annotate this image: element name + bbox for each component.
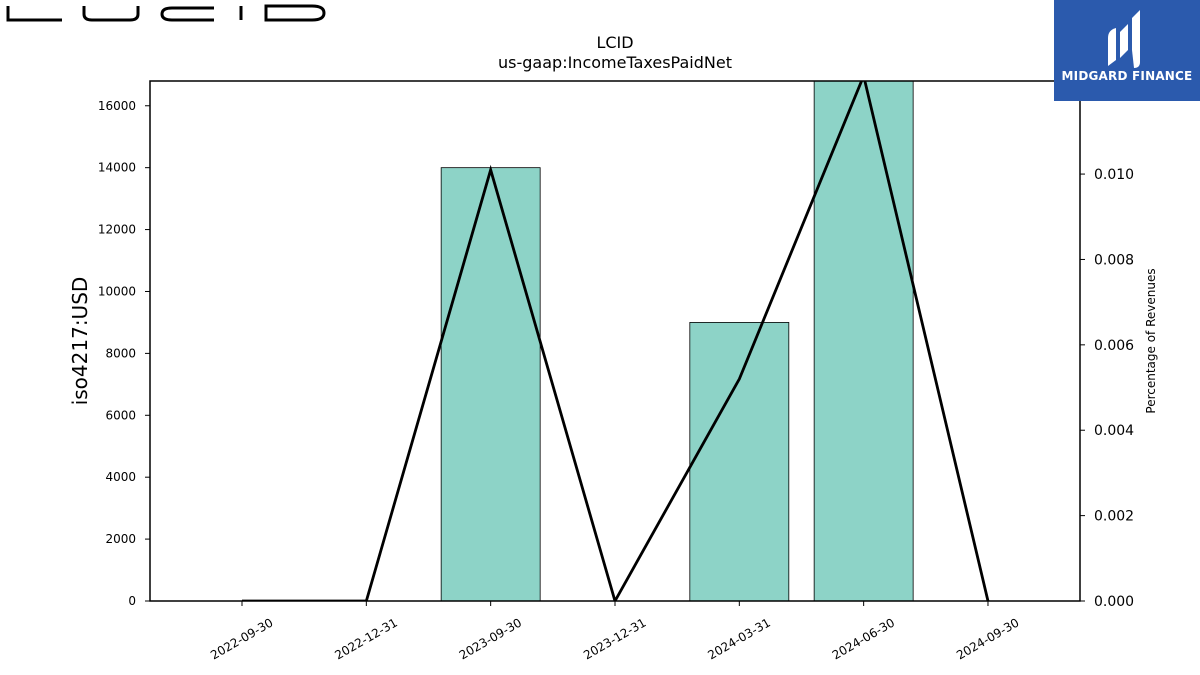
x-tick-label: 2022-12-31 (332, 615, 399, 662)
x-tick-label: 2023-09-30 (457, 615, 524, 662)
x-tick-label: 2024-06-30 (830, 615, 897, 662)
x-tick-label: 2024-03-31 (705, 615, 772, 662)
chart-title: LCID (596, 33, 633, 52)
bar-2024-03-31 (689, 322, 790, 601)
y-tick-label: 8000 (105, 346, 136, 360)
y2-tick-label: 0.004 (1094, 423, 1134, 439)
y2-tick-label: 0.000 (1094, 594, 1134, 610)
x-tick-label: 2022-09-30 (208, 615, 275, 662)
lucid-logo (6, 4, 326, 22)
y2-axis-label: Percentage of Revenues (1144, 268, 1158, 413)
bar-2024-06-30 (813, 81, 914, 601)
x-tick-label: 2024-09-30 (954, 615, 1021, 662)
chart-subtitle: us-gaap:IncomeTaxesPaidNet (498, 53, 732, 72)
y2-tick-label: 0.002 (1094, 509, 1134, 525)
y-axis-left: 0 2000 4000 6000 8000 10000 12000 14000 16000 (98, 99, 150, 608)
y2-tick-label: 0.006 (1094, 338, 1134, 354)
y-tick-label: 0 (128, 594, 136, 608)
y-tick-label: 2000 (105, 532, 136, 546)
y-tick-label: 4000 (105, 470, 136, 484)
plot-frame (149, 80, 1081, 602)
y-tick-label: 12000 (98, 223, 136, 237)
x-axis: 2022-09-30 2022-12-31 2023-09-30 2023-12-31… (208, 601, 1021, 662)
bar-group (440, 81, 914, 601)
y-axis-label: iso4217:USD (68, 277, 92, 406)
midgard-finance-logo: MIDGARD FINANCE (1054, 0, 1200, 101)
y-axis-right: 0.000 0.002 0.004 0.006 0.008 0.010 (1080, 167, 1134, 610)
midgard-mark-icon (1108, 10, 1140, 68)
y-tick-label: 16000 (98, 99, 136, 113)
y-tick-label: 14000 (98, 161, 136, 175)
y-tick-label: 10000 (98, 284, 136, 298)
bar-2023-09-30 (440, 167, 541, 601)
y2-tick-label: 0.010 (1094, 167, 1134, 183)
x-tick-label: 2023-12-31 (581, 615, 648, 662)
y-tick-label: 6000 (105, 408, 136, 422)
y2-tick-label: 0.008 (1094, 252, 1134, 268)
midgard-logo-text: MIDGARD FINANCE (1061, 69, 1193, 83)
